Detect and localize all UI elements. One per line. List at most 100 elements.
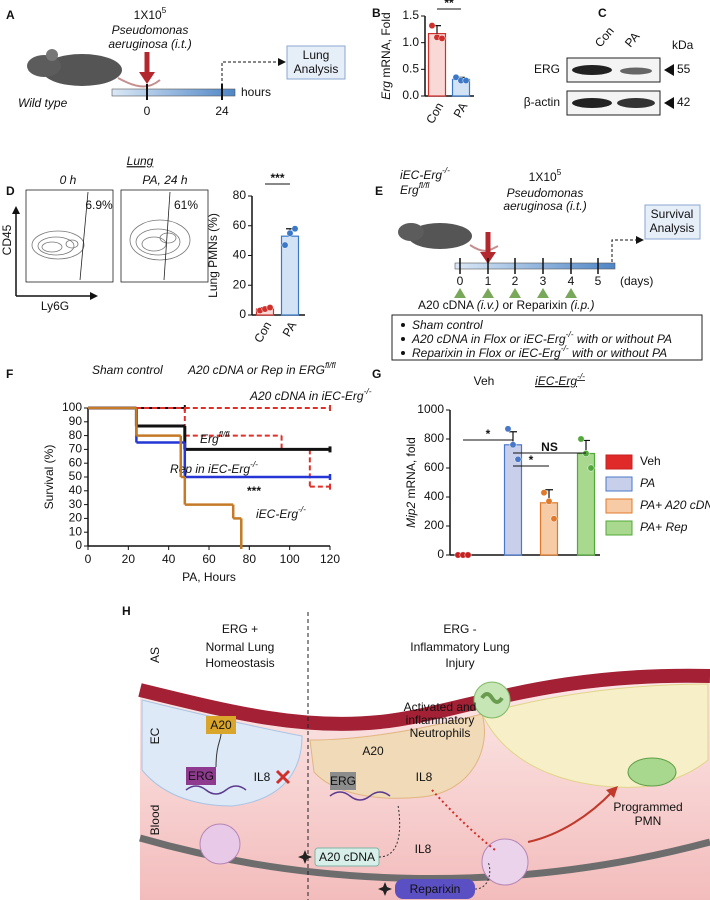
protein-box [330, 772, 356, 790]
group-box [391, 314, 703, 361]
contour [135, 228, 181, 256]
x-tick-label: 120 [320, 552, 340, 566]
flow-plot [25, 189, 114, 283]
label: A20 [210, 718, 232, 732]
label: CD45 [0, 224, 14, 255]
y-tick-label: 40 [69, 483, 83, 497]
text-part: A20 cDNA or Rep in ERG [187, 363, 325, 377]
label: 42 [677, 95, 691, 109]
wavy-dna [185, 785, 247, 795]
flow-plot [120, 189, 209, 283]
x-tick-label: Con [251, 319, 274, 345]
label: ERG + [222, 622, 258, 636]
data-point [514, 455, 522, 463]
y-tick-label: 1.0 [402, 35, 419, 49]
dotted-link [474, 861, 491, 890]
label: Reparixin [410, 882, 461, 896]
label: Blood [148, 805, 162, 836]
text-part: 5 [557, 167, 562, 177]
text-part: Rep in iEC-Erg [170, 462, 250, 476]
text-part: (i.v.) [477, 298, 499, 312]
label: Injury [445, 656, 474, 670]
x-tick-label: Con [423, 100, 446, 126]
label: EC [148, 727, 162, 744]
text-part: A20 cDNA in Flox or iEC-Erg [411, 332, 566, 346]
data-point [462, 77, 470, 84]
label: A20 cDNA [319, 850, 375, 864]
series-label: Rep in iEC-Erg-/- [170, 459, 258, 476]
mouse-body [42, 54, 122, 86]
label: Sham control [412, 318, 483, 332]
y-tick-label: 200 [424, 518, 444, 532]
label: 55 [677, 62, 691, 76]
mouse-head [398, 223, 424, 241]
x-tick-label: 60 [202, 552, 216, 566]
dashed-arrow [221, 61, 278, 86]
label: ERG - [443, 622, 476, 636]
text-part: -/- [442, 165, 450, 175]
text-part: -/- [577, 371, 585, 381]
text-part: fl/fl [419, 180, 431, 190]
group-label: Veh [474, 374, 495, 388]
programmed-pmn [627, 757, 677, 787]
band [572, 65, 612, 75]
y-tick-label: 0 [75, 538, 82, 552]
label: IL8 [415, 842, 432, 856]
label: Reparixin in Flox or iEC-Erg-/- with or … [412, 343, 667, 360]
data-point [281, 241, 289, 249]
label: Pseudomonas [507, 186, 584, 200]
y-tick-label: 30 [69, 497, 83, 511]
label: Analysis [650, 221, 695, 235]
y-axis-label: Erg mRNA, Fold [379, 12, 393, 99]
timeline [454, 262, 616, 270]
text-part: (i.p.) [571, 298, 595, 312]
x-tick-label: PA [451, 100, 471, 120]
timeline [111, 88, 236, 97]
neutrophil [199, 823, 241, 865]
label: kDa [672, 38, 694, 52]
dose-triangles-part [537, 288, 549, 298]
label: 3 [540, 274, 547, 288]
panel-letter: G [372, 367, 381, 381]
label: (days) [620, 274, 653, 288]
band [617, 98, 655, 108]
text-part: -/- [250, 459, 258, 469]
label: 2 [512, 274, 519, 288]
vessel-wall [138, 668, 710, 731]
y-tick-label: 100 [62, 400, 82, 414]
y-tick-label: 0.5 [402, 62, 419, 76]
text-part: Erg [400, 183, 419, 197]
panel-d-art [12, 189, 209, 300]
x-tick-label: 0 [85, 552, 92, 566]
text-part: iEC-Erg [400, 168, 442, 182]
text-part: Erg [379, 81, 393, 100]
label: IL8 [254, 770, 271, 784]
label: iEC-Erg-/- [400, 165, 450, 182]
marker-arrow [664, 97, 674, 109]
label: Programmed [613, 800, 682, 814]
text-part: 5 [162, 5, 167, 15]
label: PA, 24 h [142, 173, 187, 187]
y-tick-label: 800 [424, 431, 444, 445]
y-tick-label: 70 [69, 442, 83, 456]
label: 1 [485, 274, 492, 288]
dose-arrow-head [139, 72, 155, 84]
dose-triangles-part [565, 288, 577, 298]
panel-letter: C [598, 6, 607, 20]
data-point [504, 425, 512, 433]
data-point [545, 497, 553, 505]
y-tick-label: 60 [233, 218, 247, 232]
label: Wild type [18, 96, 68, 110]
data-point [509, 441, 517, 449]
panel-letter: H [122, 604, 131, 618]
x-tick-label: 80 [243, 552, 257, 566]
text-part: mRNA, Fold [379, 12, 393, 81]
data-point [464, 551, 472, 559]
text-part: iEC-Erg [535, 374, 577, 388]
legend-label: PA+ A20 cDNA [640, 498, 710, 512]
text-part: 1X10 [529, 170, 557, 184]
bar [539, 502, 559, 556]
gate [79, 191, 89, 281]
label: ERG [330, 774, 356, 788]
bar [427, 32, 447, 97]
